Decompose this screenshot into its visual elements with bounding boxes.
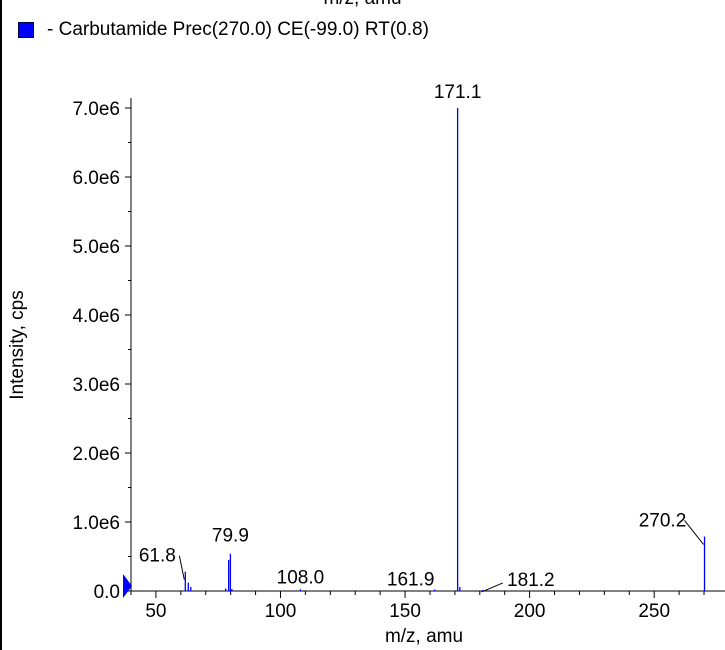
y-tick-label: 4.0e6: [72, 306, 120, 327]
peak-label: 108.0: [277, 567, 325, 588]
clipped-axis-label: m/z, amu: [0, 0, 725, 10]
peak-label-leader: [684, 520, 704, 545]
x-tick-label: 50: [145, 601, 166, 622]
y-axis-ticks: 0.0 1.0e6 2.0e6 3.0e6 4.0e6 5.0e6 6.0e6 7.0e6: [72, 99, 131, 603]
x-tick-label: 150: [389, 601, 421, 622]
y-tick-label: 2.0e6: [72, 444, 120, 465]
legend-swatch: [18, 22, 34, 38]
peak-labels: 61.8 79.9 108.0 161.9 171.1 181.2 270.2: [139, 82, 704, 593]
y-tick-label: 7.0e6: [72, 99, 120, 120]
peak-label: 181.2: [507, 570, 555, 591]
peak-label: 161.9: [387, 570, 435, 591]
y-tick-label: 3.0e6: [72, 375, 120, 396]
peak-label-leader: [481, 582, 503, 593]
y-axis-title: Intensity, cps: [7, 290, 28, 399]
y-tick-label: 5.0e6: [72, 237, 120, 258]
y-tick-label: 6.0e6: [72, 168, 120, 189]
x-tick-label: 200: [514, 601, 546, 622]
x-tick-label: 100: [265, 601, 297, 622]
x-tick-label: 250: [638, 601, 670, 622]
legend: - Carbutamide Prec(270.0) CE(-99.0) RT(0…: [18, 17, 429, 43]
peak-label-leader: [178, 555, 185, 580]
window-left-border: [0, 0, 2, 650]
peak-label: 61.8: [139, 546, 176, 567]
peak-series: [184, 108, 706, 591]
peak-label: 79.9: [212, 526, 249, 547]
y-tick-label: 1.0e6: [72, 513, 120, 534]
peak-label: 171.1: [434, 82, 482, 103]
peak-label: 270.2: [639, 510, 687, 531]
x-axis-ticks: 50 100 150 200 250: [130, 591, 705, 622]
baseline-marker: [123, 574, 132, 598]
x-axis-title: m/z, amu: [385, 626, 463, 647]
legend-label: - Carbutamide Prec(270.0) CE(-99.0) RT(0…: [47, 19, 429, 40]
y-tick-label: 0.0: [94, 582, 120, 603]
